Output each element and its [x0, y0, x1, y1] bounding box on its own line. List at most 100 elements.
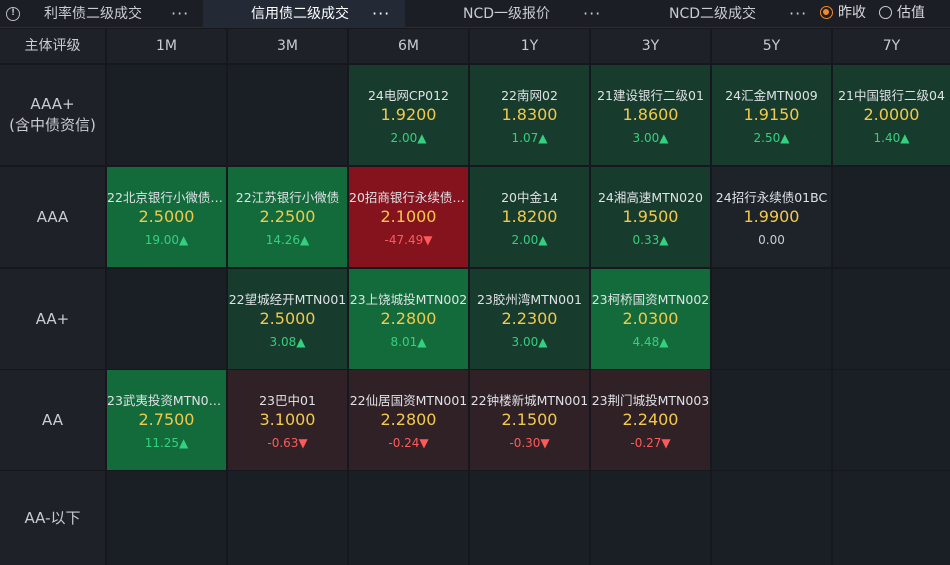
bond-quote-cell[interactable]: 23胶州湾MTN001 2.2300 3.00▲: [470, 269, 589, 369]
empty-cell: [107, 269, 226, 369]
bond-quote-cell[interactable]: 24湘高速MTN020 1.9500 0.33▲: [591, 167, 710, 267]
bond-change: 3.08▲: [269, 335, 306, 349]
empty-cell: [228, 65, 347, 165]
radio-prev-close-label: 昨收: [838, 5, 866, 21]
rating-row-header: AAA+ (含中债资信): [0, 65, 105, 165]
more-icon[interactable]: ···: [583, 4, 602, 23]
bond-yield: 2.1000: [380, 207, 437, 226]
more-icon[interactable]: ···: [171, 4, 190, 23]
empty-cell: [833, 167, 950, 267]
bond-change: 3.00▲: [511, 335, 548, 349]
bond-change: 4.48▲: [632, 335, 669, 349]
tab-ncd-primary[interactable]: NCD一级报价 ···: [408, 0, 608, 28]
bond-quote-cell[interactable]: 24电网CP012 1.9200 2.00▲: [349, 65, 468, 165]
bond-yield: 2.1500: [501, 410, 558, 429]
more-icon[interactable]: ···: [789, 4, 808, 23]
bond-name: 22仙居国资MTN001: [349, 393, 468, 408]
term-header-5y[interactable]: 5Y: [712, 29, 831, 63]
bond-quote-cell[interactable]: 23巴中01 3.1000 -0.63▼: [228, 370, 347, 470]
empty-cell: [228, 471, 347, 565]
bond-name: 24招行永续债01BC: [715, 190, 828, 205]
bond-yield: 1.8600: [622, 105, 679, 124]
bond-name: 21建设银行二级01: [597, 88, 704, 103]
bond-change: -0.27▼: [630, 436, 671, 450]
info-icon[interactable]: !: [6, 7, 20, 21]
rating-row-header: AAA: [0, 167, 105, 267]
term-header-1m[interactable]: 1M: [107, 29, 226, 63]
tab-ncd-secondary[interactable]: NCD二级成交 ···: [612, 0, 812, 28]
more-icon[interactable]: ···: [372, 4, 391, 23]
bond-name: 22北京银行小微债01: [107, 190, 226, 205]
tab-label: NCD一级报价: [463, 6, 551, 22]
tab-label: 利率债二级成交: [44, 6, 142, 22]
term-header-6m[interactable]: 6M: [349, 29, 468, 63]
bond-name: 20招商银行永续债01: [349, 190, 468, 205]
radio-prev-close[interactable]: [820, 6, 833, 19]
bond-yield: 2.0000: [863, 105, 920, 124]
bond-yield: 1.9500: [622, 207, 679, 226]
bond-quote-cell[interactable]: 23武夷投资MTN00... 2.7500 11.25▲: [107, 370, 226, 470]
rating-row-header: AA: [0, 370, 105, 470]
bond-quote-cell[interactable]: 21中国银行二级04 2.0000 1.40▲: [833, 65, 950, 165]
bond-change: 2.50▲: [753, 131, 790, 145]
bond-name: 21中国银行二级04: [838, 88, 945, 103]
term-header-3y[interactable]: 3Y: [591, 29, 710, 63]
bond-quote-cell[interactable]: 23荆门城投MTN003 2.2400 -0.27▼: [591, 370, 710, 470]
radio-valuation-label: 估值: [897, 5, 925, 21]
bond-yield: 2.5000: [259, 309, 316, 328]
empty-cell: [833, 471, 950, 565]
rating-label: AA+: [35, 309, 70, 328]
top-tab-bar: ! 利率债二级成交 ··· 信用债二级成交 ··· NCD一级报价 ··· NC…: [0, 0, 950, 28]
bond-quote-cell[interactable]: 22钟楼新城MTN001 2.1500 -0.30▼: [470, 370, 589, 470]
rating-column-header: 主体评级: [0, 29, 105, 63]
bond-change: 1.07▲: [511, 131, 548, 145]
empty-cell: [591, 471, 710, 565]
term-header-3m[interactable]: 3M: [228, 29, 347, 63]
bond-quote-cell[interactable]: 22江苏银行小微债 2.2500 14.26▲: [228, 167, 347, 267]
bond-name: 23武夷投资MTN00...: [107, 393, 226, 408]
tab-label: 信用债二级成交: [251, 6, 349, 22]
bond-quote-cell[interactable]: 22北京银行小微债01 2.5000 19.00▲: [107, 167, 226, 267]
empty-cell: [712, 269, 831, 369]
bond-yield: 1.8200: [501, 207, 558, 226]
tab-credit-bond[interactable]: 信用债二级成交 ···: [203, 0, 405, 28]
bond-name: 22钟楼新城MTN001: [470, 393, 589, 408]
bond-quote-cell[interactable]: 24招行永续债01BC 1.9900 0.00: [712, 167, 831, 267]
bond-yield: 2.7500: [138, 410, 195, 429]
bond-yield: 1.8300: [501, 105, 558, 124]
bond-change: -47.49▼: [384, 233, 433, 247]
bond-yield: 2.0300: [622, 309, 679, 328]
empty-cell: [107, 471, 226, 565]
bond-name: 24电网CP012: [367, 88, 450, 103]
empty-cell: [712, 370, 831, 470]
bond-yield: 2.2800: [380, 309, 437, 328]
rating-label: AAA+: [30, 95, 75, 113]
bond-name: 20中金14: [501, 190, 558, 205]
bond-quote-cell[interactable]: 22望城经开MTN001 2.5000 3.08▲: [228, 269, 347, 369]
bond-change: 0.00: [758, 233, 785, 247]
bond-quote-cell[interactable]: 20中金14 1.8200 2.00▲: [470, 167, 589, 267]
bond-name: 22江苏银行小微债: [235, 190, 340, 205]
bond-yield: 1.9200: [380, 105, 437, 124]
bond-quote-cell[interactable]: 23上饶城投MTN002 2.2800 8.01▲: [349, 269, 468, 369]
bond-change: 8.01▲: [390, 335, 427, 349]
tab-label: NCD二级成交: [669, 6, 757, 22]
bond-quote-cell[interactable]: 23柯桥国资MTN002 2.0300 4.48▲: [591, 269, 710, 369]
bond-name: 23上饶城投MTN002: [349, 292, 468, 307]
bond-change: -0.24▼: [388, 436, 429, 450]
bond-quote-cell[interactable]: 22南网02 1.8300 1.07▲: [470, 65, 589, 165]
tab-rate-bond[interactable]: 利率债二级成交 ···: [28, 0, 198, 28]
radio-valuation[interactable]: [879, 6, 892, 19]
bond-name: 23胶州湾MTN001: [476, 292, 583, 307]
bond-quote-cell[interactable]: 21建设银行二级01 1.8600 3.00▲: [591, 65, 710, 165]
bond-quote-cell[interactable]: 20招商银行永续债01 2.1000 -47.49▼: [349, 167, 468, 267]
term-header-1y[interactable]: 1Y: [470, 29, 589, 63]
bond-quote-cell[interactable]: 22仙居国资MTN001 2.2800 -0.24▼: [349, 370, 468, 470]
bond-quote-cell[interactable]: 24汇金MTN009 1.9150 2.50▲: [712, 65, 831, 165]
bond-name: 23巴中01: [259, 393, 316, 408]
empty-cell: [712, 471, 831, 565]
bond-yield: 2.2400: [622, 410, 679, 429]
bond-yield: 2.2500: [259, 207, 316, 226]
bond-change: -0.63▼: [267, 436, 308, 450]
term-header-7y[interactable]: 7Y: [833, 29, 950, 63]
